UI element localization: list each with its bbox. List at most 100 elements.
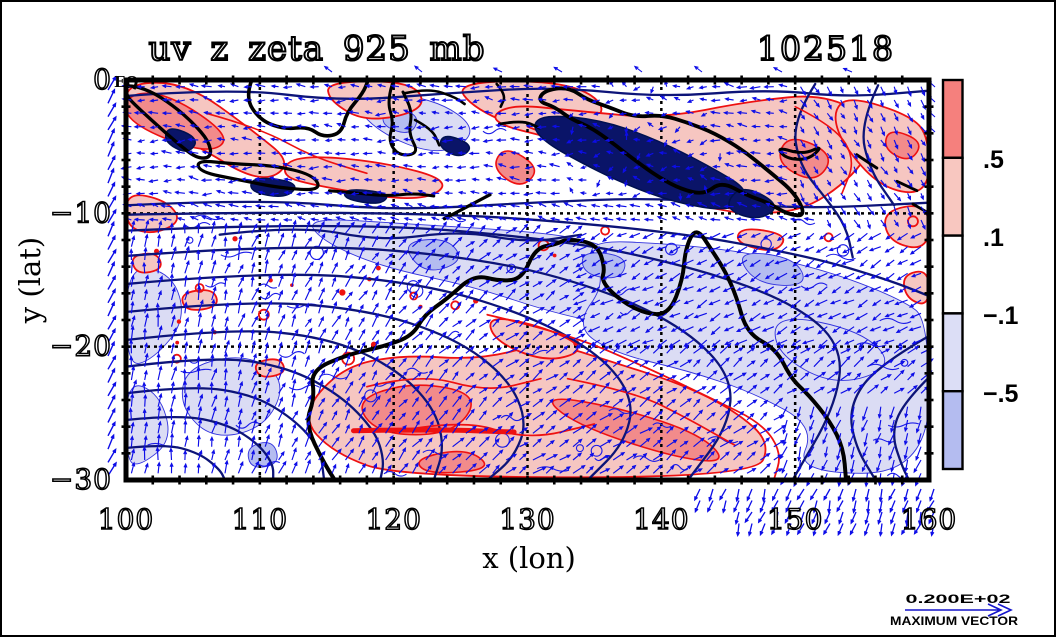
wind-vector	[362, 151, 373, 156]
wind-vector	[438, 434, 448, 448]
edge-vector-left	[107, 140, 115, 157]
wind-vector	[452, 222, 462, 234]
wind-vector	[229, 99, 239, 103]
wind-vector	[826, 206, 831, 216]
x-tick-label: 120	[365, 503, 421, 536]
wind-vector	[251, 340, 256, 354]
wind-vector	[736, 246, 748, 254]
wind-vector	[304, 432, 311, 447]
wind-vector	[848, 433, 855, 448]
wind-vector	[438, 292, 448, 301]
wind-vector	[452, 463, 462, 474]
wind-vector	[880, 113, 886, 123]
wind-vector	[129, 435, 134, 447]
red-contour-line	[205, 112, 368, 175]
wind-vector	[626, 453, 638, 461]
wind-vector	[129, 338, 134, 354]
wind-vector	[170, 233, 176, 247]
wind-vector	[907, 359, 916, 368]
wind-vector	[599, 413, 613, 421]
wind-vector	[659, 95, 668, 101]
wind-vector	[438, 359, 450, 368]
wind-vector	[759, 358, 769, 368]
wind-vector	[278, 450, 285, 461]
wind-vector	[813, 86, 821, 94]
wind-vector	[686, 99, 694, 103]
wind-vector	[465, 278, 474, 288]
wind-vector	[550, 84, 560, 89]
wind-vector	[591, 139, 600, 143]
wind-vector	[666, 425, 675, 434]
wind-vector	[884, 272, 895, 281]
height-contour	[124, 211, 931, 298]
wind-vector	[752, 246, 761, 254]
wind-vector	[683, 339, 694, 347]
wind-vector	[915, 419, 922, 434]
wind-vector	[653, 373, 665, 381]
wind-vector	[385, 259, 393, 274]
wind-vector	[519, 223, 529, 234]
wind-vector	[224, 435, 229, 447]
wind-vector	[840, 99, 845, 109]
wind-vector	[391, 151, 400, 156]
wind-vector	[602, 246, 614, 254]
wind-vector	[671, 111, 681, 116]
wind-vector	[337, 85, 346, 90]
wind-vector	[223, 288, 228, 301]
wind-vector	[156, 433, 161, 447]
wind-vector	[593, 111, 600, 116]
wind-vector	[601, 272, 614, 280]
wind-vector	[438, 409, 449, 421]
wind-vector	[840, 166, 848, 176]
wind-vector	[157, 275, 163, 287]
red-contour-ring	[257, 308, 270, 321]
wind-vector	[711, 84, 721, 89]
wind-vector	[452, 437, 465, 448]
wind-vector	[698, 339, 708, 348]
wind-vector	[264, 353, 269, 367]
wind-vector	[187, 137, 199, 142]
wind-vector	[251, 380, 258, 394]
wind-vector	[749, 150, 761, 155]
wind-vector	[304, 339, 311, 354]
wind-vector	[492, 307, 502, 314]
wind-vector	[331, 410, 338, 421]
wind-vector	[795, 419, 802, 433]
wind-vector	[170, 354, 176, 367]
wind-vector	[211, 285, 217, 301]
wind-vector	[237, 234, 243, 247]
wind-vector	[385, 279, 394, 288]
wind-vector	[813, 166, 819, 175]
wind-vector	[304, 450, 312, 461]
wind-vector	[840, 112, 846, 120]
wind-vector	[920, 139, 926, 147]
wind-vector	[431, 136, 440, 141]
wind-vector	[344, 249, 350, 261]
wind-vector	[505, 453, 518, 461]
wind-vector	[643, 259, 654, 266]
wind-vector	[813, 126, 820, 137]
wind-vector	[572, 291, 585, 301]
edge-vector-bottom	[772, 488, 779, 502]
wind-vector	[709, 312, 721, 322]
wind-vector	[403, 217, 413, 221]
wind-vector	[211, 449, 216, 461]
wind-vector	[796, 406, 802, 419]
wind-vector	[805, 259, 815, 268]
wind-vector	[485, 177, 493, 182]
wind-vector	[425, 448, 436, 461]
wind-vector	[917, 433, 922, 445]
wind-vector	[519, 239, 531, 248]
wind-vector	[296, 164, 306, 169]
wind-vector	[497, 216, 507, 221]
wind-vector	[318, 232, 326, 247]
wind-vector	[888, 433, 895, 446]
dense-navy-blob	[164, 128, 197, 152]
wind-vector	[143, 434, 148, 447]
wind-vector	[310, 217, 319, 222]
wind-vector	[706, 347, 717, 354]
wind-vector	[270, 164, 279, 168]
wind-vector	[826, 126, 832, 134]
wind-vector	[389, 139, 400, 144]
wind-vector	[454, 84, 466, 89]
